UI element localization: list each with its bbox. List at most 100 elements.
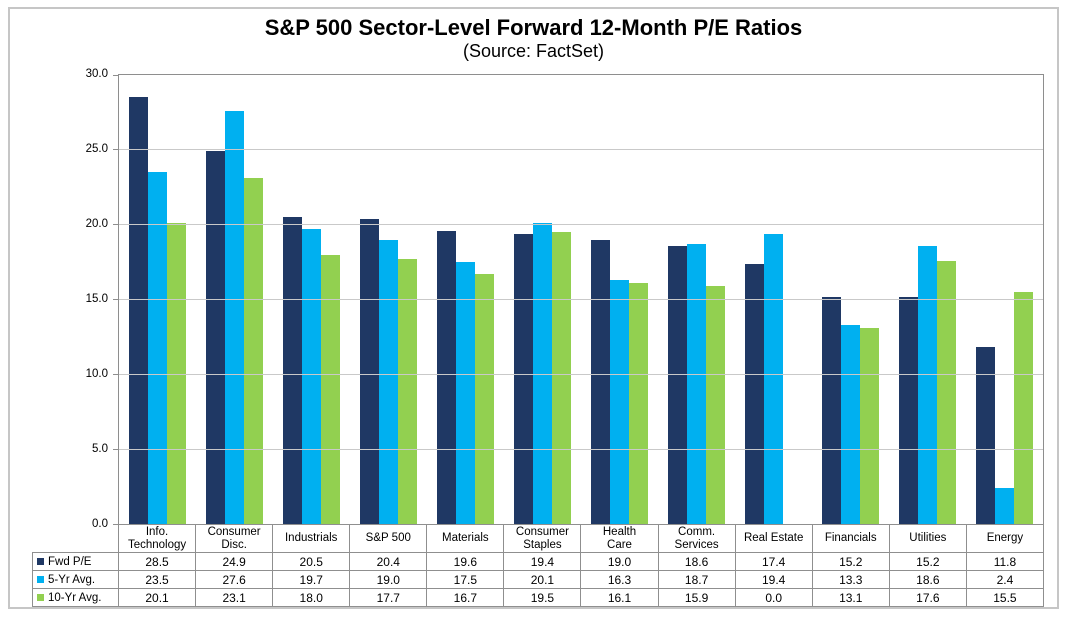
bar-group-real-estate <box>735 75 812 524</box>
value-5-yr-avg-consumer-staples: 20.1 <box>503 570 582 589</box>
bar-fwd-p-e-consumer-staples <box>514 233 533 524</box>
bar-5-yr-avg-utilities <box>918 245 937 524</box>
category-header-health-care: Health Care <box>580 524 659 553</box>
value-5-yr-avg-industrials: 19.7 <box>272 570 351 589</box>
bar-10-yr-avg-materials <box>475 274 494 524</box>
bar-group-health-care <box>581 75 658 524</box>
data-table: Info. Technology Consumer Disc. Industrial… <box>32 524 1045 607</box>
value-fwd-p-e-materials: 19.6 <box>426 552 505 571</box>
bar-group-utilities <box>889 75 966 524</box>
bar-10-yr-avg-consumer-disc <box>244 178 263 524</box>
legend-swatch-5-yr-avg <box>37 576 44 583</box>
bar-5-yr-avg-real-estate <box>764 233 783 524</box>
y-axis-label: 5.0 <box>92 443 108 455</box>
bar-group-materials <box>427 75 504 524</box>
bar-10-yr-avg-industrials <box>321 254 340 524</box>
gridline <box>119 299 1043 300</box>
table-row-5-yr-avg: 5-Yr Avg. 23.5 27.6 19.7 19.0 17.5 20.1 16.3 18.… <box>32 570 1045 589</box>
bar-fwd-p-e-real-estate <box>745 263 764 524</box>
bar-5-yr-avg-industrials <box>302 229 321 524</box>
table-row-10-yr-avg: 10-Yr Avg. 20.1 23.1 18.0 17.7 16.7 19.5 16.1 15… <box>32 588 1045 607</box>
value-10-yr-avg-info-technology: 20.1 <box>117 588 197 607</box>
value-fwd-p-e-consumer-disc: 24.9 <box>195 552 274 571</box>
bar-fwd-p-e-utilities <box>899 296 918 524</box>
data-table-body: Info. Technology Consumer Disc. Industrial… <box>32 524 1045 607</box>
bar-10-yr-avg-energy <box>1014 292 1033 524</box>
category-header-industrials: Industrials <box>272 524 351 553</box>
category-header-consumer-staples: Consumer Staples <box>503 524 582 553</box>
value-5-yr-avg-health-care: 16.3 <box>580 570 659 589</box>
bar-group-energy <box>966 75 1043 524</box>
value-10-yr-avg-real-estate: 0.0 <box>734 588 813 607</box>
legend-swatch-10-yr-avg <box>37 594 44 601</box>
bar-group-comm-services <box>658 75 735 524</box>
value-5-yr-avg-s-p-500: 19.0 <box>349 570 428 589</box>
value-10-yr-avg-comm-services: 15.9 <box>657 588 736 607</box>
y-axis-label: 10.0 <box>85 367 108 380</box>
value-fwd-p-e-energy: 11.8 <box>965 552 1045 571</box>
legend-cell-fwd-p-e: Fwd P/E <box>32 552 119 571</box>
category-header-energy: Energy <box>965 524 1045 553</box>
value-5-yr-avg-consumer-disc: 27.6 <box>195 570 274 589</box>
legend-label-10-yr-avg: 10-Yr Avg. <box>48 591 102 604</box>
category-header-materials: Materials <box>426 524 505 553</box>
category-header-consumer-disc: Consumer Disc. <box>195 524 274 553</box>
value-5-yr-avg-comm-services: 18.7 <box>657 570 736 589</box>
value-fwd-p-e-financials: 15.2 <box>811 552 890 571</box>
value-10-yr-avg-s-p-500: 17.7 <box>349 588 428 607</box>
value-5-yr-avg-financials: 13.3 <box>811 570 890 589</box>
gridline <box>119 373 1043 375</box>
bar-fwd-p-e-comm-services <box>668 245 687 524</box>
value-10-yr-avg-industrials: 18.0 <box>272 588 351 607</box>
gridline <box>119 448 1043 450</box>
y-axis-label: 0.0 <box>92 518 108 530</box>
legend-cell-5-yr-avg: 5-Yr Avg. <box>32 570 119 589</box>
bar-5-yr-avg-info-technology <box>148 172 167 524</box>
y-axis-tick <box>113 448 119 450</box>
bar-group-industrials <box>273 75 350 524</box>
value-fwd-p-e-health-care: 19.0 <box>580 552 659 571</box>
value-5-yr-avg-utilities: 18.6 <box>888 570 967 589</box>
y-axis: 30.0 25.0 20.0 15.0 10.0 5.0 0.0 <box>0 68 118 530</box>
legend-label-5-yr-avg: 5-Yr Avg. <box>48 573 96 586</box>
chart-subtitle: (Source: FactSet) <box>462 41 605 61</box>
bar-fwd-p-e-financials <box>822 296 841 524</box>
bar-5-yr-avg-materials <box>456 262 475 524</box>
y-axis-tick <box>113 74 119 76</box>
value-fwd-p-e-s-p-500: 20.4 <box>349 552 428 571</box>
y-axis-tick <box>113 149 119 151</box>
value-5-yr-avg-real-estate: 19.4 <box>734 570 813 589</box>
y-axis-label: 15.0 <box>85 293 108 305</box>
category-header-info-technology: Info. Technology <box>117 524 197 553</box>
value-10-yr-avg-consumer-staples: 19.5 <box>503 588 582 607</box>
y-axis-tick <box>113 224 119 226</box>
bar-10-yr-avg-financials <box>860 327 879 524</box>
legend-entry-fwd-p-e: Fwd P/E <box>34 556 117 568</box>
plot-area <box>113 74 1044 525</box>
gridline <box>119 149 1043 151</box>
category-header-s-p-500: S&P 500 <box>349 524 428 553</box>
category-header-financials: Financials <box>811 524 890 553</box>
bar-10-yr-avg-s-p-500 <box>398 259 417 524</box>
bar-group-s-p-500 <box>350 75 427 524</box>
value-10-yr-avg-health-care: 16.1 <box>580 588 659 607</box>
y-axis-label: 30.0 <box>85 68 108 80</box>
value-5-yr-avg-materials: 17.5 <box>426 570 505 589</box>
value-fwd-p-e-real-estate: 17.4 <box>734 552 813 571</box>
legend-cell-10-yr-avg: 10-Yr Avg. <box>32 588 119 607</box>
bar-5-yr-avg-s-p-500 <box>379 239 398 524</box>
bar-fwd-p-e-materials <box>437 230 456 524</box>
bar-fwd-p-e-consumer-disc <box>206 151 225 524</box>
bar-5-yr-avg-health-care <box>610 280 629 524</box>
bar-fwd-p-e-s-p-500 <box>360 218 379 524</box>
value-10-yr-avg-materials: 16.7 <box>426 588 505 607</box>
y-axis-label: 20.0 <box>85 217 108 230</box>
bar-5-yr-avg-financials <box>841 324 860 524</box>
y-axis-label: 25.0 <box>85 142 108 155</box>
bar-group-info-technology <box>119 75 196 524</box>
table-row-fwd-p-e: Fwd P/E 28.5 24.9 20.5 20.4 19.6 19.4 19.0 18.6 1… <box>32 552 1045 571</box>
bar-10-yr-avg-comm-services <box>706 286 725 524</box>
value-5-yr-avg-info-technology: 23.5 <box>117 570 197 589</box>
value-10-yr-avg-financials: 13.1 <box>811 588 890 607</box>
value-10-yr-avg-utilities: 17.6 <box>888 588 967 607</box>
